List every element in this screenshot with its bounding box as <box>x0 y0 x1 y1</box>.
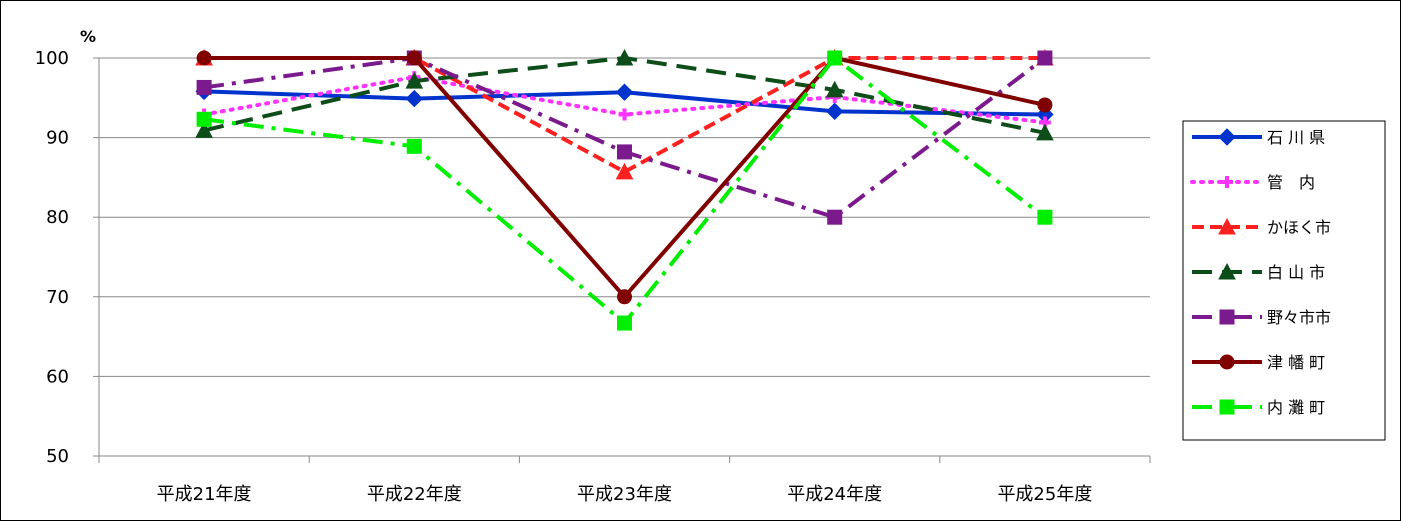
data-point <box>196 50 212 66</box>
y-tick-label: 60 <box>46 366 69 387</box>
data-point <box>406 50 422 66</box>
data-point <box>617 144 632 160</box>
data-point <box>615 83 634 101</box>
data-point <box>615 162 634 180</box>
y-tick-label: 100 <box>35 48 69 69</box>
legend-label: 野々市市 <box>1267 308 1331 327</box>
x-tick-label: 平成23年度 <box>577 484 672 505</box>
data-point <box>1037 209 1053 225</box>
legend-swatch-marker <box>1221 176 1233 188</box>
legend-item: 白 山 市 <box>1192 262 1325 282</box>
legend-label: 石 川 県 <box>1267 128 1325 147</box>
data-point <box>1036 123 1054 141</box>
data-point <box>825 80 844 98</box>
series-line <box>204 56 1045 174</box>
legend-item: 石 川 県 <box>1192 128 1325 147</box>
data-point <box>1037 97 1053 113</box>
series-line <box>202 75 1047 125</box>
legend-swatch-marker <box>1219 309 1235 325</box>
legend-label: 内 灘 町 <box>1267 398 1325 417</box>
data-point <box>617 289 632 305</box>
series-4 <box>195 48 1054 141</box>
y-axis-unit: % <box>80 27 96 46</box>
legend-swatch-marker <box>1218 262 1236 280</box>
legend-label: かほく市 <box>1267 218 1331 237</box>
y-tick-label: 90 <box>46 128 69 149</box>
legend-label: 管 内 <box>1267 173 1315 192</box>
data-point <box>196 79 212 95</box>
legend-swatch-marker <box>1219 354 1235 370</box>
legend-item: 野々市市 <box>1192 308 1331 327</box>
x-tick-label: 平成22年度 <box>367 484 462 505</box>
data-point <box>406 138 422 154</box>
y-tick-label: 70 <box>46 287 69 308</box>
data-point <box>617 315 632 331</box>
y-tick-label: 80 <box>46 207 69 228</box>
legend-label: 津 幡 町 <box>1267 353 1325 372</box>
data-point <box>827 209 843 225</box>
legend-item: 管 内 <box>1190 173 1315 192</box>
axis-layer: 50 60 70 80 90 100 平成21年度 平成22年度 平成23年度 平成24年度 平成2… <box>35 48 1151 505</box>
data-point <box>405 72 424 89</box>
y-tick-label: 50 <box>46 446 69 467</box>
x-tick-label: 平成25年度 <box>997 484 1092 505</box>
legend-swatch-marker <box>1218 128 1236 146</box>
x-tick-label: 平成21年度 <box>157 484 252 505</box>
data-point <box>825 102 844 121</box>
legend-swatch-marker <box>1219 399 1235 415</box>
series-7 <box>196 50 1053 331</box>
data-point <box>615 48 634 66</box>
legend-item: かほく市 <box>1192 217 1331 237</box>
data-point <box>618 108 631 121</box>
series-1 <box>195 82 1054 124</box>
x-tick-label: 平成24年度 <box>787 484 882 505</box>
data-point <box>195 121 213 138</box>
series-layer <box>195 48 1054 331</box>
legend-swatch-marker <box>1218 217 1236 235</box>
legend-box <box>1182 120 1386 441</box>
data-point <box>196 111 212 127</box>
data-point <box>1037 50 1053 66</box>
data-point <box>827 50 843 66</box>
legend-item: 内 灘 町 <box>1192 398 1325 417</box>
legend-label: 白 山 市 <box>1267 263 1325 282</box>
data-point <box>405 89 424 108</box>
legend-item: 津 幡 町 <box>1192 353 1325 372</box>
